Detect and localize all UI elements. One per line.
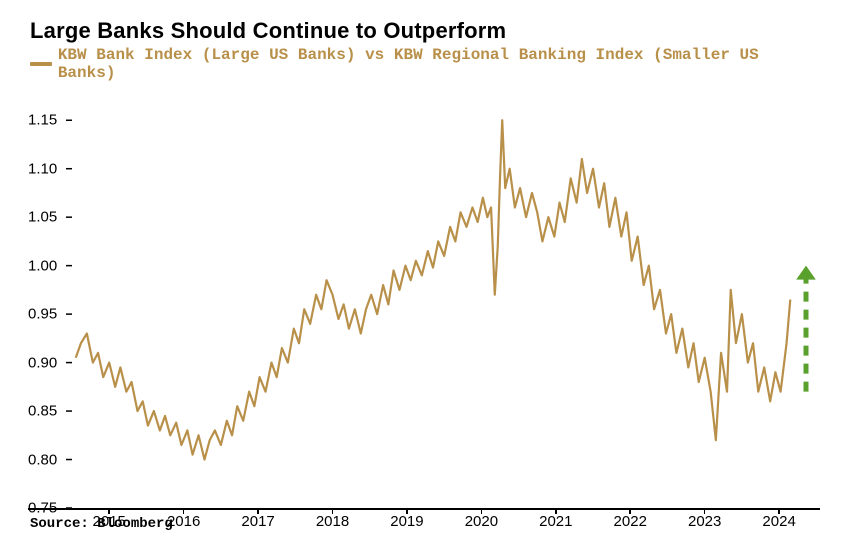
x-tick-label: 2022 bbox=[614, 513, 647, 530]
legend: KBW Bank Index (Large US Banks) vs KBW R… bbox=[30, 46, 820, 82]
x-tick-label: 2021 bbox=[539, 513, 572, 530]
y-tick-label: 0.85 bbox=[28, 403, 68, 420]
y-tick-label: 1.10 bbox=[28, 160, 68, 177]
plot-area: 0.750.800.850.900.951.001.051.101.152015… bbox=[28, 88, 820, 510]
x-tick-label: 2023 bbox=[688, 513, 721, 530]
x-tick-label: 2019 bbox=[390, 513, 423, 530]
y-tick-label: 0.75 bbox=[28, 500, 68, 517]
y-tick-label: 1.15 bbox=[28, 112, 68, 129]
y-tick-label: 1.00 bbox=[28, 257, 68, 274]
projection-arrow bbox=[796, 266, 816, 392]
x-tick-label: 2016 bbox=[167, 513, 200, 530]
chart-title: Large Banks Should Continue to Outperfor… bbox=[30, 18, 820, 44]
y-tick-label: 1.05 bbox=[28, 209, 68, 226]
y-tick-label: 0.90 bbox=[28, 354, 68, 371]
y-tick-label: 0.80 bbox=[28, 451, 68, 468]
x-tick-label: 2020 bbox=[465, 513, 498, 530]
legend-label: KBW Bank Index (Large US Banks) vs KBW R… bbox=[58, 46, 820, 82]
chart-container: Large Banks Should Continue to Outperfor… bbox=[0, 0, 848, 541]
x-tick-label: 2015 bbox=[93, 513, 126, 530]
x-tick-label: 2017 bbox=[241, 513, 274, 530]
legend-swatch bbox=[30, 62, 52, 66]
x-tick-label: 2024 bbox=[762, 513, 795, 530]
y-tick-label: 0.95 bbox=[28, 306, 68, 323]
series-line bbox=[76, 120, 791, 459]
plot-svg bbox=[28, 88, 820, 508]
x-tick-label: 2018 bbox=[316, 513, 349, 530]
